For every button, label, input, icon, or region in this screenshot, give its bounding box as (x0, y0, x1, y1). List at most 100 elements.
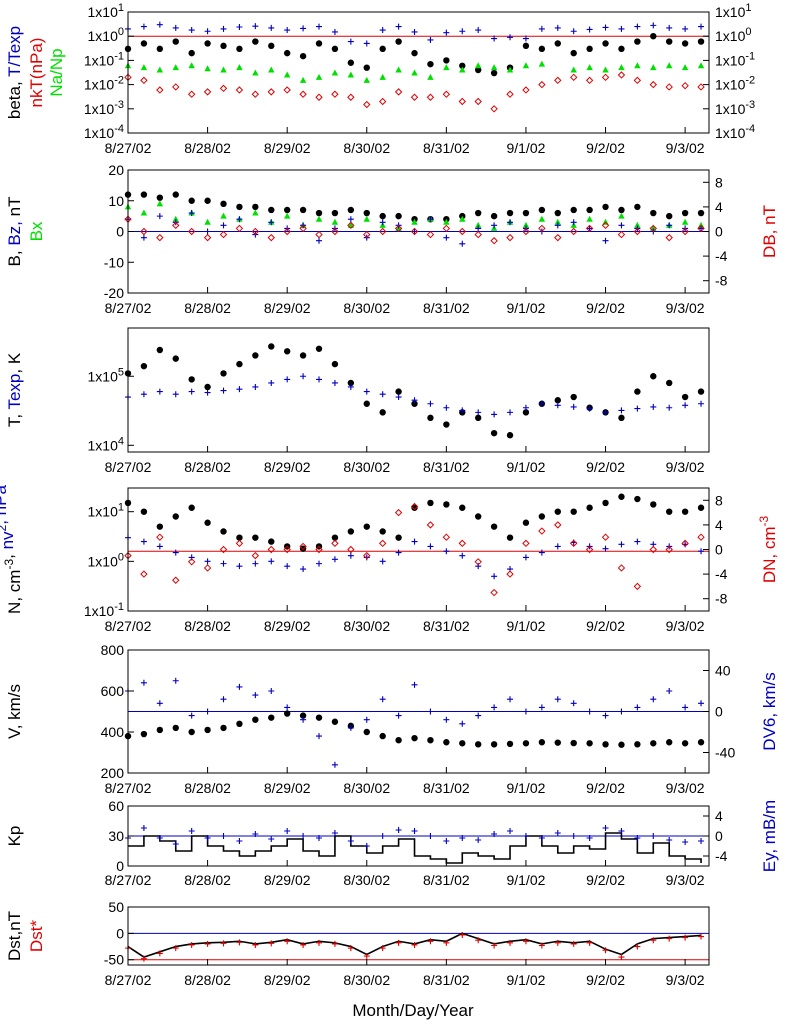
data-point (252, 23, 259, 30)
data-point (459, 407, 466, 414)
data-point (156, 726, 164, 734)
data-point (538, 513, 546, 520)
data-point (634, 943, 641, 950)
data-point (507, 696, 514, 703)
y-tick-label-right: 4 (715, 808, 723, 824)
data-point (585, 545, 594, 554)
data-point (395, 66, 402, 73)
data-point (187, 227, 196, 236)
data-point (284, 27, 291, 34)
data-point (506, 233, 514, 242)
x-tick-label: 8/28/02 (184, 618, 231, 634)
data-point (378, 97, 387, 106)
data-point (586, 206, 593, 214)
data-point (363, 400, 370, 407)
data-point (522, 35, 529, 42)
data-point (507, 828, 514, 834)
data-point (140, 570, 148, 578)
y-tick-label-right: 1x10-4 (715, 123, 755, 141)
y-tick-label-right: -8 (715, 591, 728, 607)
data-point (379, 945, 386, 952)
data-point (315, 230, 323, 239)
data-point (650, 33, 657, 40)
y-tick-label: 600 (101, 683, 125, 699)
data-point (236, 216, 243, 223)
data-point (491, 831, 498, 837)
data-point (331, 556, 338, 563)
data-point (427, 60, 434, 68)
data-point (538, 45, 546, 53)
data-point (681, 209, 689, 217)
data-point (347, 528, 355, 535)
data-point (203, 564, 212, 572)
data-point (395, 23, 402, 30)
data-point (316, 23, 323, 30)
data-point (395, 388, 402, 395)
x-tick-label: 8/31/02 (423, 618, 470, 634)
data-point (634, 23, 641, 30)
data-point (316, 376, 323, 383)
data-point (411, 397, 418, 404)
data-point (554, 543, 561, 550)
panel-p5: 8/27/02 8/28/02 8/29/02 8/30/02 8/31/02 9/1/0… (5, 642, 779, 796)
data-point (268, 558, 275, 565)
data-point (506, 740, 514, 748)
data-point (459, 215, 466, 222)
data-point (236, 386, 243, 393)
data-point (347, 71, 355, 78)
data-point (220, 42, 227, 50)
data-point (363, 551, 371, 560)
data-point (395, 549, 402, 556)
x-tick-label: 9/2/02 (586, 140, 625, 156)
data-point (586, 740, 593, 747)
data-point (522, 409, 530, 416)
y-tick-label: 1x104 (88, 435, 124, 453)
y-axis-title-right: Ey, mB/m (760, 800, 779, 872)
y-tick-label: 50 (108, 899, 124, 915)
data-point (618, 407, 625, 414)
data-point (506, 66, 514, 73)
data-point (252, 941, 259, 948)
data-point (235, 86, 244, 94)
data-point (634, 62, 641, 69)
data-point (618, 64, 625, 71)
data-point (665, 545, 673, 554)
y-axis-title: T, Texp, K (5, 352, 24, 427)
data-point (251, 551, 260, 560)
data-point (363, 523, 370, 530)
data-point (347, 724, 354, 731)
data-point (698, 548, 705, 555)
data-point (602, 409, 609, 416)
data-point (681, 227, 689, 236)
data-point (252, 203, 259, 211)
data-point (316, 237, 323, 244)
data-point (394, 88, 403, 96)
data-point (459, 504, 466, 511)
data-point (618, 741, 625, 748)
data-point (490, 523, 498, 530)
data-point (315, 714, 323, 721)
data-point (618, 954, 625, 961)
data-point (299, 545, 307, 552)
x-tick-label: 8/31/02 (423, 872, 470, 888)
y-axis-title: Na/Np (47, 48, 66, 96)
data-point (140, 23, 147, 30)
data-point (268, 688, 275, 694)
data-point (331, 227, 339, 236)
data-point (665, 83, 673, 91)
data-point (538, 60, 546, 67)
data-point (506, 432, 514, 439)
plot-frame (127, 11, 710, 134)
y-tick-label-right: 1x10-1 (715, 50, 755, 68)
y-tick-label-right: 1x101 (715, 2, 751, 20)
data-point (156, 21, 163, 28)
data-point (220, 387, 227, 394)
data-point (299, 352, 307, 359)
data-point (506, 90, 514, 98)
data-point (586, 708, 593, 715)
data-point (570, 66, 577, 73)
data-point (300, 716, 307, 723)
data-point (618, 222, 625, 229)
data-point (188, 828, 195, 834)
y-tick-label: 1x10-4 (84, 123, 124, 141)
